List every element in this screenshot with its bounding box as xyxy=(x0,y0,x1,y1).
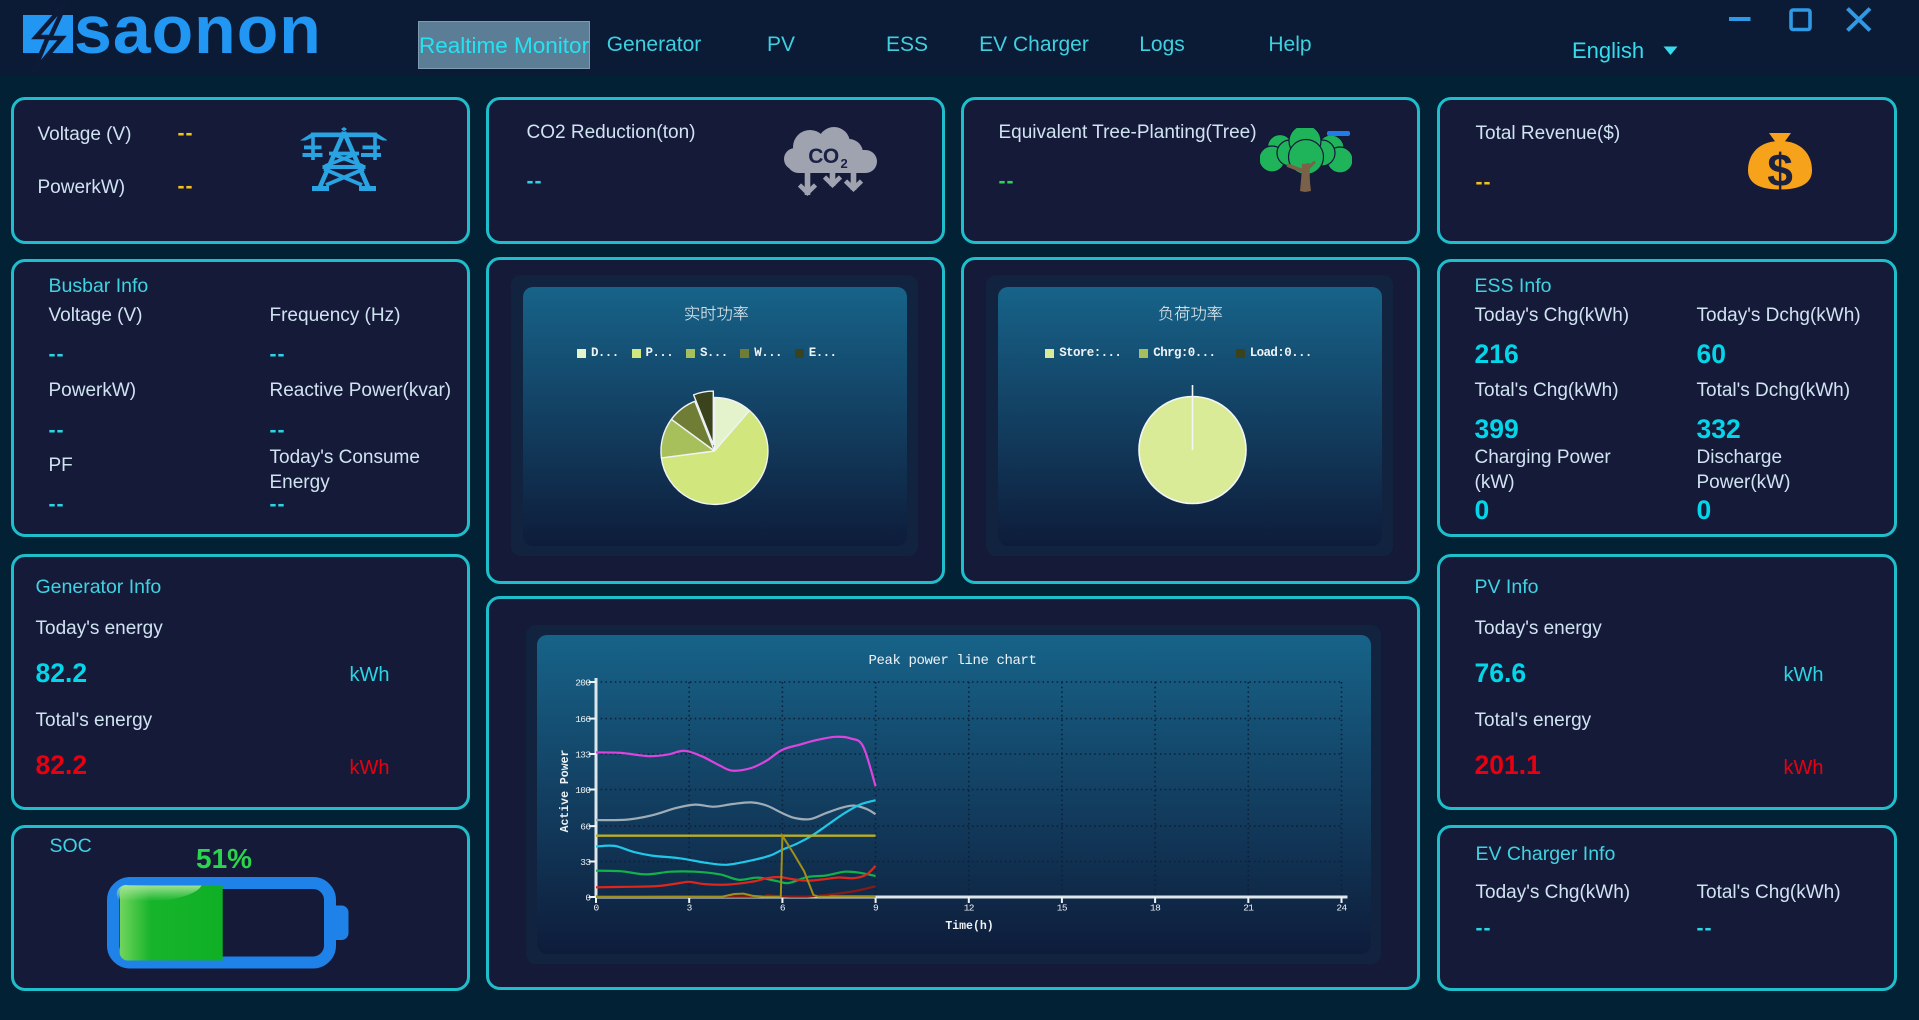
svg-text:3: 3 xyxy=(686,903,692,914)
svg-text:Time(h): Time(h) xyxy=(945,920,993,933)
svg-text:24: 24 xyxy=(1336,903,1347,914)
svg-text:6: 6 xyxy=(779,903,785,914)
svg-text:21: 21 xyxy=(1243,903,1254,914)
svg-text:12: 12 xyxy=(963,903,974,914)
svg-text:200: 200 xyxy=(575,678,591,689)
svg-text:100: 100 xyxy=(575,785,591,796)
svg-text:$: $ xyxy=(1767,144,1793,194)
svg-text:2: 2 xyxy=(840,156,847,171)
svg-text:9: 9 xyxy=(873,903,879,914)
svg-text:Active Power: Active Power xyxy=(559,750,572,833)
svg-text:166: 166 xyxy=(575,714,591,725)
svg-text:133: 133 xyxy=(575,750,591,761)
svg-text:CO: CO xyxy=(808,145,839,168)
svg-text:0: 0 xyxy=(593,903,599,914)
svg-text:0: 0 xyxy=(585,893,591,904)
svg-text:18: 18 xyxy=(1149,903,1160,914)
svg-text:66: 66 xyxy=(580,822,591,833)
svg-text:15: 15 xyxy=(1056,903,1067,914)
svg-text:33: 33 xyxy=(580,857,591,868)
